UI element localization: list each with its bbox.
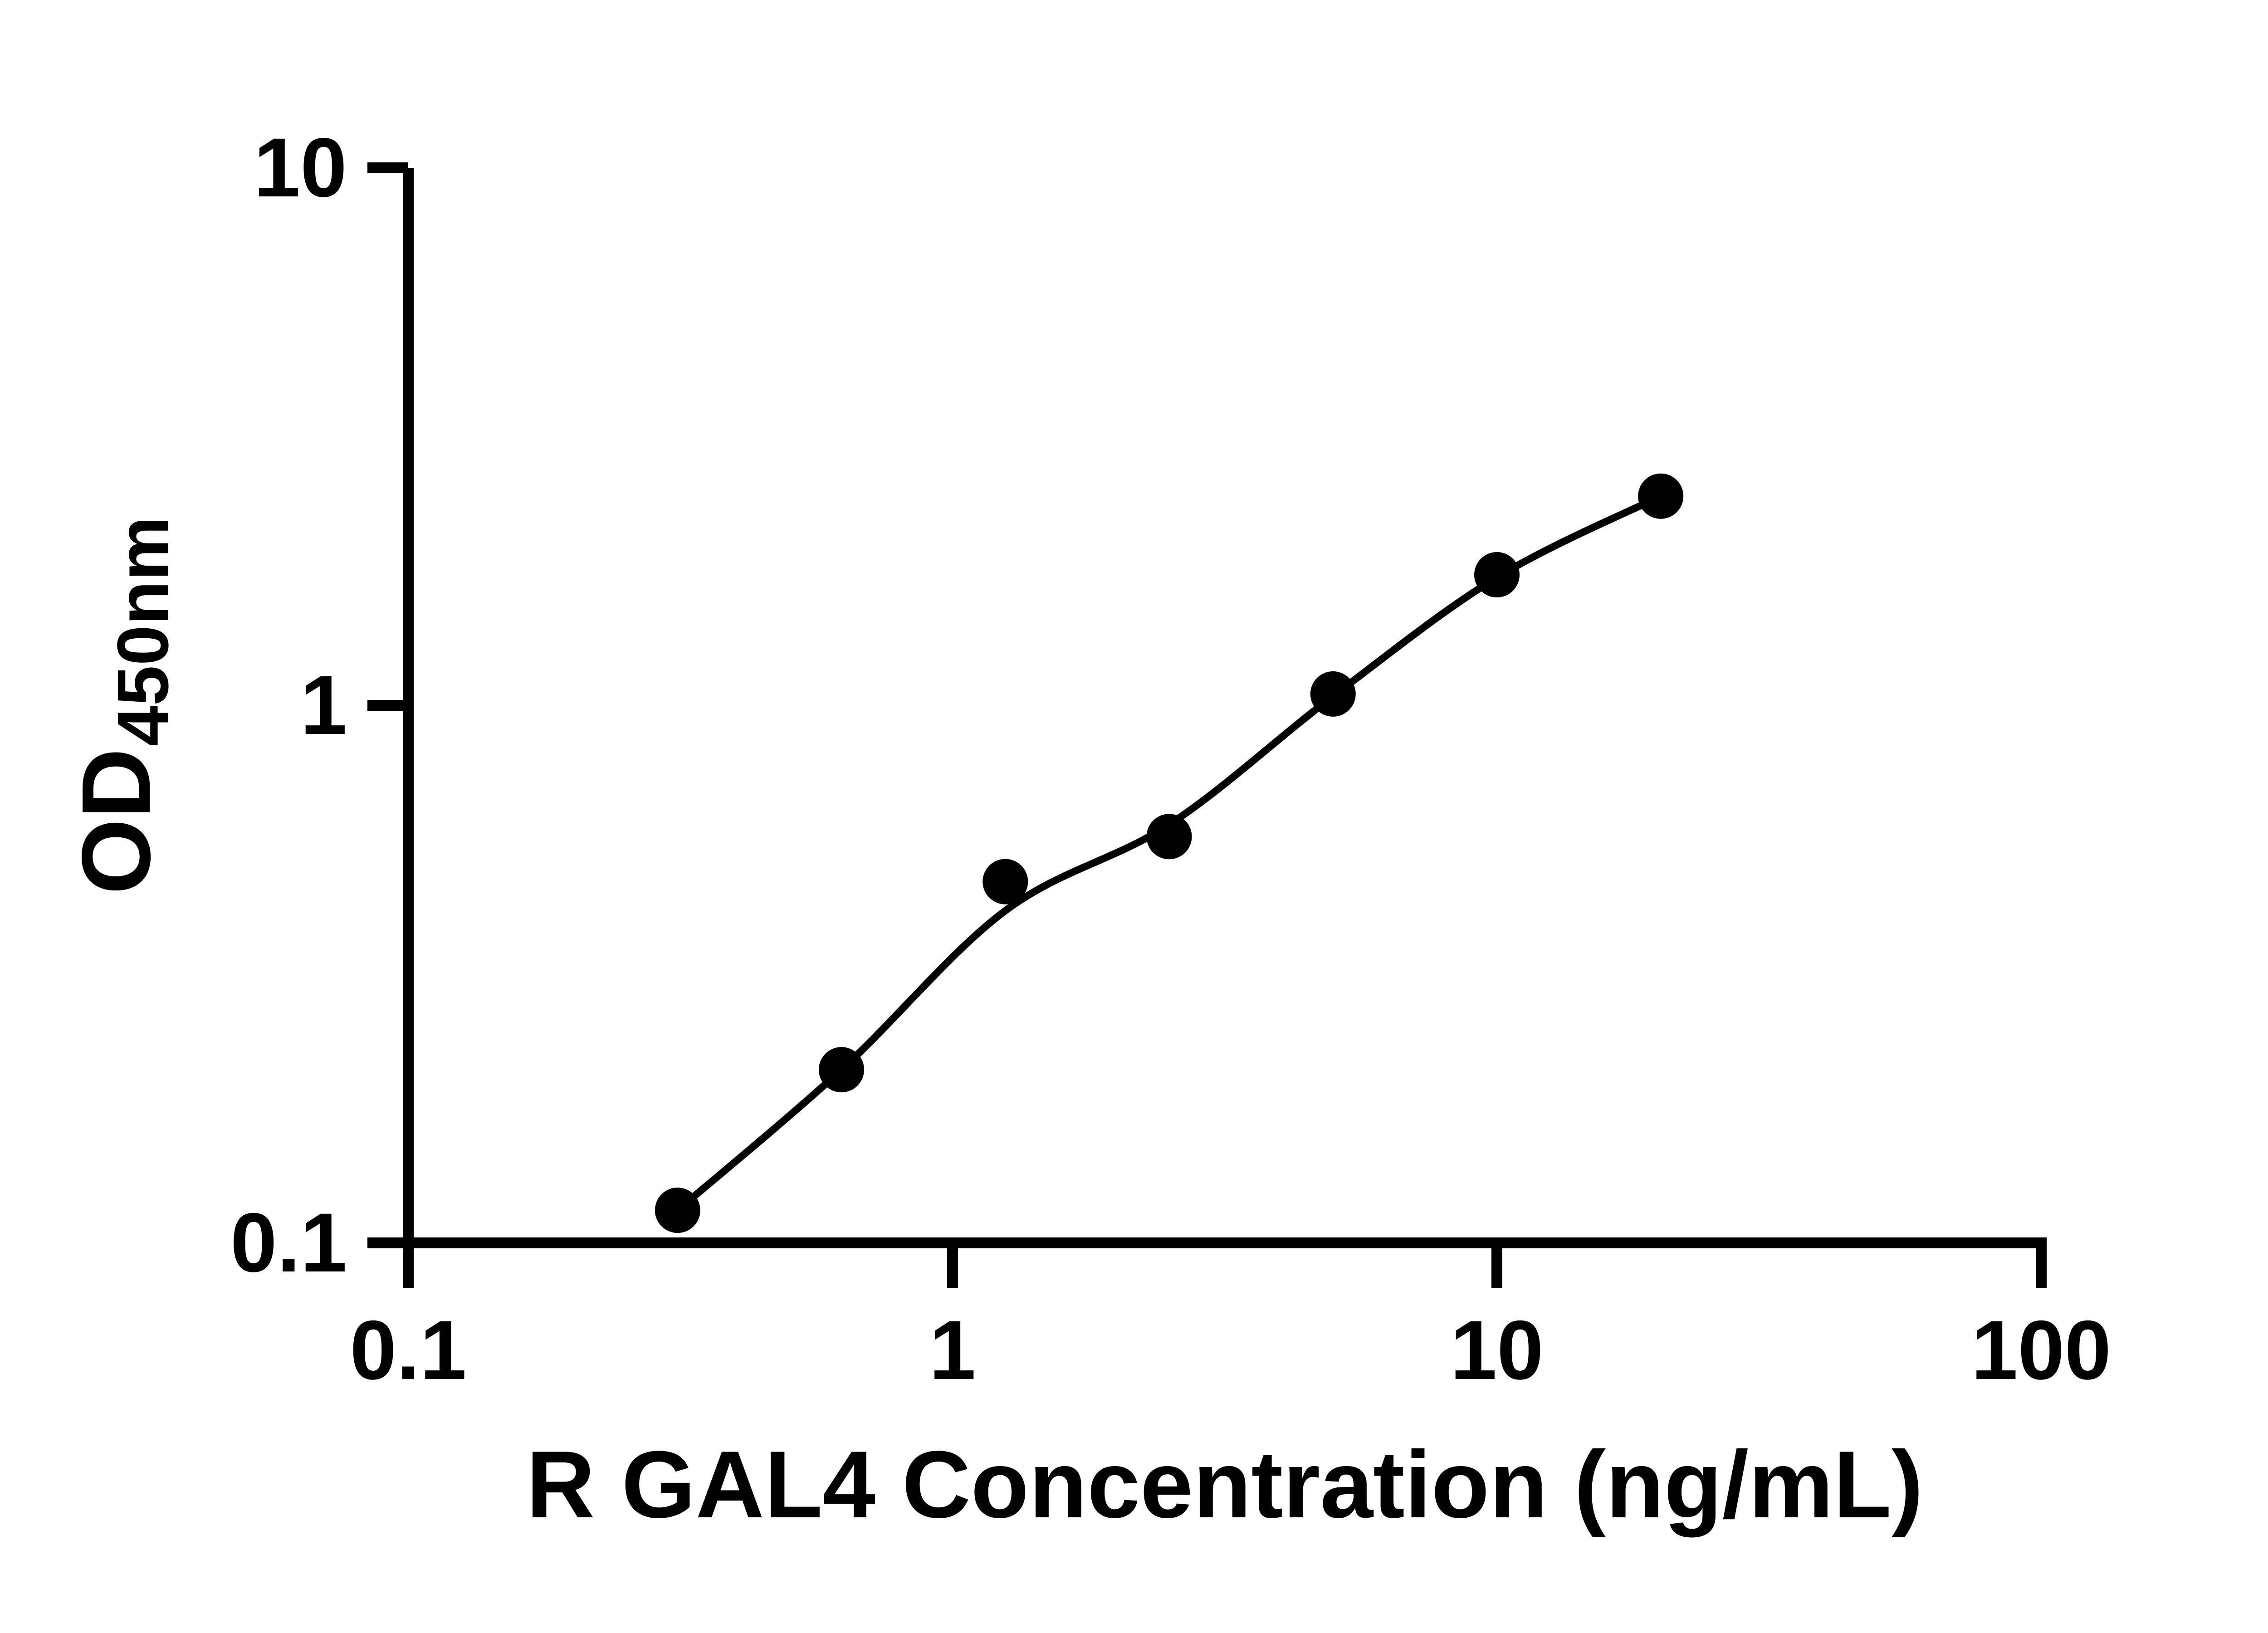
x-tick-label: 0.1 — [350, 1304, 466, 1397]
y-axis-title-sub: 450nm — [102, 516, 183, 746]
data-point — [655, 1188, 700, 1233]
x-tick-label: 10 — [1450, 1304, 1544, 1397]
x-tick-label: 1 — [929, 1304, 976, 1397]
data-point — [1638, 473, 1684, 519]
x-tick-label: 100 — [1971, 1304, 2112, 1397]
data-point — [1310, 671, 1356, 717]
data-point — [982, 859, 1028, 905]
x-axis-title: R GAL4 Concentration (ng/mL) — [526, 1431, 1923, 1538]
y-axis-title: OD 450nm — [61, 516, 183, 895]
y-tick-label: 1 — [300, 659, 347, 752]
data-point — [819, 1047, 865, 1093]
data-point — [1146, 814, 1192, 860]
y-tick-label: 0.1 — [230, 1196, 347, 1290]
y-axis-title-main: OD — [61, 748, 171, 895]
y-tick-label: 10 — [254, 121, 347, 215]
data-point — [1474, 552, 1520, 597]
plot-area: 10 1 0.10.1 1 10 100 — [230, 121, 2112, 1397]
